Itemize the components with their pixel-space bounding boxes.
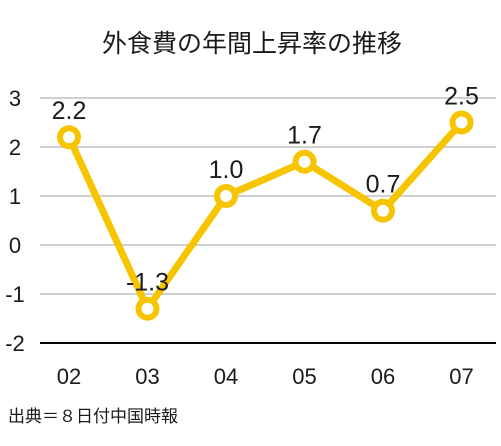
- y-tick-label: -1: [5, 282, 25, 307]
- chart-title: 外食費の年間上昇率の推移: [102, 29, 402, 58]
- y-tick-label: -2: [5, 331, 25, 356]
- data-point: [214, 184, 238, 208]
- x-tick-label: 07: [449, 364, 473, 389]
- data-point: [449, 110, 474, 135]
- x-axis-ticks: 02 03 04 05 06 07: [57, 364, 474, 389]
- y-tick-label: 3: [9, 86, 21, 111]
- y-tick-label: 2: [9, 135, 21, 160]
- data-labels: 2.2 -1.3 1.0 1.7 0.7 2.5: [52, 83, 479, 297]
- data-label: 1.7: [287, 122, 322, 150]
- x-tick-label: 05: [292, 364, 316, 389]
- x-tick-label: 02: [57, 364, 81, 389]
- source-note: 出典＝８日付中国時報: [8, 407, 178, 427]
- data-label: 1.0: [209, 156, 244, 184]
- data-point: [292, 149, 317, 174]
- y-axis-ticks: 3 2 1 0 -1 -2: [5, 86, 25, 356]
- x-tick-label: 03: [135, 364, 159, 389]
- data-point: [57, 125, 81, 150]
- series-line-group: [65, 119, 465, 313]
- y-tick-label: 1: [9, 184, 21, 209]
- data-label: 2.2: [52, 97, 87, 125]
- x-tick-label: 04: [214, 364, 238, 389]
- series-line: [65, 119, 465, 313]
- data-points: [57, 110, 474, 321]
- data-label: -1.3: [126, 269, 169, 297]
- data-point: [135, 296, 160, 321]
- data-label: 0.7: [366, 171, 401, 199]
- data-point: [371, 198, 395, 223]
- data-label: 2.5: [444, 83, 479, 111]
- x-tick-label: 06: [371, 364, 395, 389]
- y-tick-label: 0: [9, 233, 21, 258]
